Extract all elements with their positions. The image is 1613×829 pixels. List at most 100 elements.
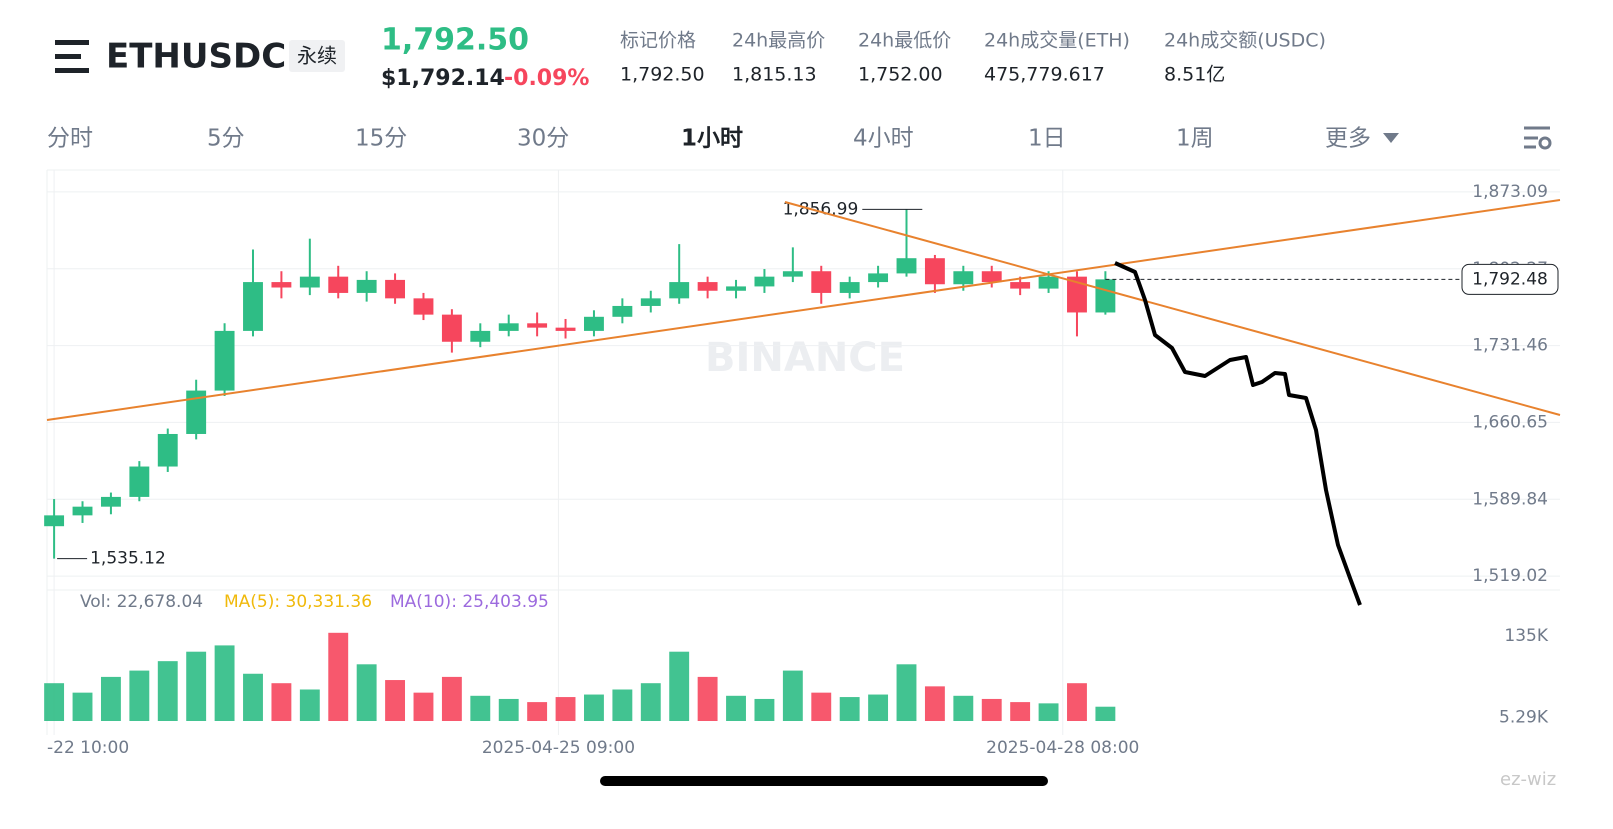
candle-body: [669, 282, 690, 299]
volume-bar: [441, 676, 462, 721]
volume-bar: [1067, 683, 1087, 721]
stat-value: 1,792.50: [620, 64, 705, 86]
volume-legend: MA(10): 25,403.95: [390, 592, 549, 612]
stat-value: 8.51亿: [1164, 64, 1225, 86]
volume-bar: [356, 664, 377, 721]
hand-drawn-projection: [1114, 261, 1362, 606]
candle-body: [697, 282, 718, 291]
candle-body: [754, 276, 775, 287]
candle-body: [1038, 276, 1059, 289]
timeframe-tab[interactable]: 更多: [1325, 126, 1371, 152]
candle-body: [214, 330, 235, 391]
last-price: 1,792.50: [381, 23, 529, 58]
last-price-box: [1461, 263, 1559, 295]
volume-legend: MA(5): 30,331.36: [224, 592, 372, 612]
candle-body: [243, 282, 263, 331]
candle-body: [584, 316, 604, 331]
volume-bar: [1038, 703, 1059, 721]
volume-bar: [214, 645, 235, 721]
volume-bar: [498, 698, 519, 721]
stat-value: 1,752.00: [858, 64, 943, 86]
x-tick-label: 2025-04-28 08:00: [986, 738, 1139, 758]
volume-bar: [924, 686, 945, 721]
volume-legend: Vol: 22,678.04: [80, 592, 203, 612]
y-tick-label: 1,731.46: [1472, 336, 1548, 356]
candle-body: [811, 271, 832, 293]
home-indicator[interactable]: [600, 776, 1048, 786]
volume-bar: [754, 698, 775, 721]
volume-bar: [612, 689, 633, 721]
stat-label: 24h最高价: [732, 30, 825, 52]
candle-body: [896, 258, 917, 274]
candle-body: [612, 305, 633, 317]
candle-body: [100, 496, 121, 507]
dropdown-arrow: [1383, 133, 1399, 143]
volume-bar: [555, 697, 576, 721]
volume-bar: [129, 670, 150, 721]
watermark: BINANCE: [705, 335, 905, 381]
volume-bar: [157, 661, 178, 721]
volume-bar: [726, 695, 746, 721]
timeframe-tab[interactable]: 1周: [1176, 126, 1214, 152]
timeframe-tab[interactable]: 分时: [47, 126, 93, 152]
timeframe-tab[interactable]: 4小时: [853, 126, 914, 152]
tag-bg: [289, 40, 345, 72]
timeframe-tab[interactable]: 15分: [355, 126, 407, 152]
candle-body: [271, 282, 292, 288]
timeframe-tab[interactable]: 30分: [517, 126, 569, 152]
volume-bar: [44, 683, 65, 721]
candle-body: [441, 314, 462, 342]
menu-bar: [55, 54, 81, 59]
symbol[interactable]: ETHUSDC: [106, 37, 286, 77]
volume-bar: [697, 676, 718, 721]
icon-gear: [1538, 136, 1552, 150]
menu-bar: [55, 68, 89, 73]
settings-icon[interactable]: [1524, 126, 1552, 150]
candle-body: [498, 323, 519, 331]
volume-bar: [100, 676, 121, 721]
candle-body: [839, 282, 860, 293]
stat-label: 24h成交额(USDC): [1164, 30, 1326, 52]
candle-body: [1010, 282, 1031, 289]
candle-body: [726, 286, 746, 291]
candle-body: [924, 258, 945, 285]
timeframe-tab[interactable]: 1日: [1028, 126, 1066, 152]
usd-price: $1,792.14: [381, 66, 505, 91]
candle-body: [868, 273, 889, 283]
volume-bar: [299, 689, 320, 721]
candle-body: [1095, 279, 1116, 313]
annotation-label: 1,535.12: [90, 549, 166, 569]
last-price-label: 1,792.48: [1472, 269, 1548, 289]
menu-bar: [55, 40, 89, 45]
candle-body: [356, 279, 377, 293]
trend-line: [46, 199, 1561, 421]
candle-body: [328, 276, 349, 293]
volume-bar: [1010, 702, 1031, 721]
candle-body: [413, 298, 434, 315]
volume-bar: [981, 698, 1002, 721]
stat-label: 标记价格: [620, 30, 696, 52]
y-tick-label: 1,873.09: [1472, 182, 1548, 202]
volume-tick-label: 5.29K: [1499, 708, 1549, 728]
menu-icon[interactable]: [55, 40, 89, 73]
x-tick-label: -22 10:00: [47, 738, 129, 758]
volume-bar: [584, 694, 604, 721]
candle-body: [527, 323, 548, 328]
volume-bar: [782, 670, 803, 721]
volume-bar: [328, 632, 349, 721]
y-tick-label: 1,519.02: [1472, 566, 1548, 586]
volume-bar: [527, 702, 548, 721]
timeframe-tab[interactable]: 5分: [207, 126, 245, 152]
volume-bar: [243, 673, 263, 721]
candle-body: [72, 506, 93, 516]
timeframe-tab[interactable]: 1小时: [681, 126, 743, 152]
candle-body: [782, 271, 803, 277]
candle-body: [44, 515, 65, 527]
volume-bar: [413, 692, 434, 721]
volume-bar: [669, 651, 690, 721]
stat-value: 475,779.617: [984, 64, 1105, 86]
candle-body: [186, 390, 207, 434]
candle-body: [157, 433, 178, 467]
